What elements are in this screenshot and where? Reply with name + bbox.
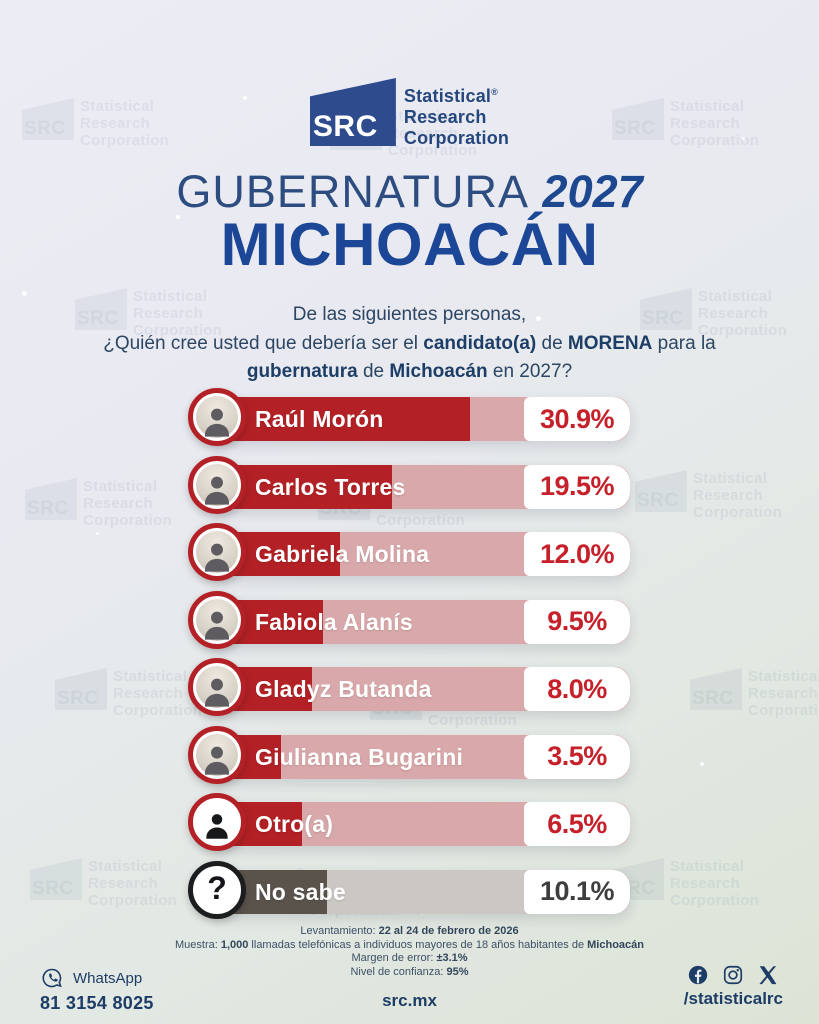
sparkle-dot <box>22 291 27 296</box>
poll-bar: Carlos Torres 19.5% <box>201 464 630 509</box>
percent-box: 10.1% <box>524 869 630 914</box>
poll-bar-row: Otro(a) 6.5% <box>188 793 630 855</box>
methodology-line: Levantamiento: 22 al 24 de febrero de 20… <box>300 925 519 937</box>
logo-line: Corporation <box>403 128 510 148</box>
candidate-name: No sabe <box>255 878 346 905</box>
percent-box: 6.5% <box>524 802 630 846</box>
question-mark-icon <box>188 860 246 919</box>
percent-value: 8.0% <box>547 673 607 704</box>
percent-value: 19.5% <box>539 471 615 501</box>
page-title: GUBERNATURA 2027 <box>0 166 819 218</box>
poll-bar-row: Gladyz Butanda 8.0% <box>188 658 630 720</box>
candidate-name: Gladyz Butanda <box>255 676 432 702</box>
percent-value: 3.5% <box>547 741 607 771</box>
candidate-photo <box>188 658 246 716</box>
x-icon[interactable] <box>757 964 779 986</box>
candidate-photo <box>188 523 246 581</box>
methodology-line: Muestra: 1,000 llamadas telefónicas a in… <box>174 938 644 951</box>
poll-results-chart: Raúl Morón 30.9% Carlos Torres 19.5% Gab… <box>188 388 630 923</box>
person-icon <box>204 543 230 572</box>
whatsapp-contact[interactable]: WhatsApp 81 3154 8025 <box>40 966 154 1014</box>
percent-box: 8.0% <box>524 667 630 711</box>
percent-box: 12.0% <box>524 532 630 576</box>
poll-bar: Fabiola Alanís 9.5% <box>201 599 630 644</box>
question-line-3: gubernatura de Michoacán en 2027? <box>246 361 573 382</box>
person-icon <box>204 678 230 707</box>
percent-box: 9.5% <box>524 599 630 644</box>
methodology-notes: Levantamiento: 22 al 24 de febrero de 20… <box>0 925 819 979</box>
methodology-line: Nivel de confianza: 95% <box>350 965 469 978</box>
poll-bar: Otro(a) 6.5% <box>201 802 630 846</box>
candidate-photo <box>188 388 246 446</box>
poll-bar-row: Fabiola Alanís 9.5% <box>188 590 630 653</box>
logo-line: Research <box>403 107 487 127</box>
src-logo: SRC Statistical® Research Corporation <box>0 78 819 149</box>
poll-question: De las siguientes personas, ¿Quién cree … <box>0 301 819 387</box>
poll-bar: No sabe 10.1% <box>201 869 630 914</box>
src-flag-icon: SRC <box>309 78 396 146</box>
candidate-name: Gabriela Molina <box>255 541 430 567</box>
title-gubernatura: GUBERNATURA <box>176 166 530 217</box>
logo-acronym: SRC <box>312 110 378 143</box>
question-line-2: ¿Quién cree usted que debería ser el can… <box>103 332 716 354</box>
percent-value: 9.5% <box>547 606 607 636</box>
candidate-photo <box>188 590 246 649</box>
poll-bar: Gladyz Butanda 8.0% <box>201 667 630 711</box>
facebook-icon[interactable] <box>687 964 709 986</box>
logo-line: Statistical <box>403 86 492 106</box>
whatsapp-icon <box>42 968 62 988</box>
percent-box: 30.9% <box>524 397 630 441</box>
registered-mark: ® <box>491 87 498 97</box>
person-icon <box>188 793 246 851</box>
candidate-name: Raúl Morón <box>255 406 384 432</box>
percent-value: 10.1% <box>539 876 615 906</box>
candidate-name: Giulianna Bugarini <box>255 743 464 770</box>
instagram-icon[interactable] <box>722 964 744 986</box>
candidate-name: Fabiola Alanís <box>255 608 413 635</box>
poll-bar-row: No sabe 10.1% <box>188 860 630 923</box>
title-year: 2027 <box>542 166 643 217</box>
candidate-name: Carlos Torres <box>255 473 406 500</box>
poll-bar: Giulianna Bugarini 3.5% <box>201 734 630 779</box>
candidate-photo <box>188 455 246 514</box>
title-state: MICHOACÁN <box>220 211 599 278</box>
question-line-1: De las siguientes personas, <box>292 304 527 325</box>
methodology-line: Margen de error: ±3.1% <box>351 952 468 964</box>
percent-box: 3.5% <box>524 734 630 779</box>
percent-box: 19.5% <box>524 464 630 509</box>
person-icon <box>204 476 230 505</box>
sparkle-dot <box>700 762 704 766</box>
poll-bar-row: Raúl Morón 30.9% <box>188 388 630 450</box>
poll-bar: Raúl Morón 30.9% <box>201 397 630 441</box>
percent-value: 30.9% <box>539 403 615 434</box>
social-links: /statisticalrc <box>684 964 783 1009</box>
poll-bar-row: Gabriela Molina 12.0% <box>188 523 630 585</box>
candidate-name: Otro(a) <box>255 811 334 837</box>
whatsapp-label: WhatsApp <box>73 969 143 987</box>
person-icon <box>204 611 230 640</box>
poll-bar-row: Giulianna Bugarini 3.5% <box>188 725 630 788</box>
whatsapp-number: 81 3154 8025 <box>40 993 154 1013</box>
person-icon <box>204 408 230 437</box>
poll-bar-row: Carlos Torres 19.5% <box>188 455 630 518</box>
person-icon <box>204 746 230 775</box>
sparkle-dot <box>96 532 99 535</box>
percent-value: 6.5% <box>547 808 607 839</box>
candidate-photo <box>188 725 246 784</box>
website-link[interactable]: src.mx <box>382 991 437 1010</box>
logo-wordmark: Statistical® Research Corporation <box>404 78 509 149</box>
poll-bar: Gabriela Molina 12.0% <box>201 532 630 576</box>
percent-value: 12.0% <box>539 538 615 569</box>
social-handle: /statisticalrc <box>683 989 783 1008</box>
